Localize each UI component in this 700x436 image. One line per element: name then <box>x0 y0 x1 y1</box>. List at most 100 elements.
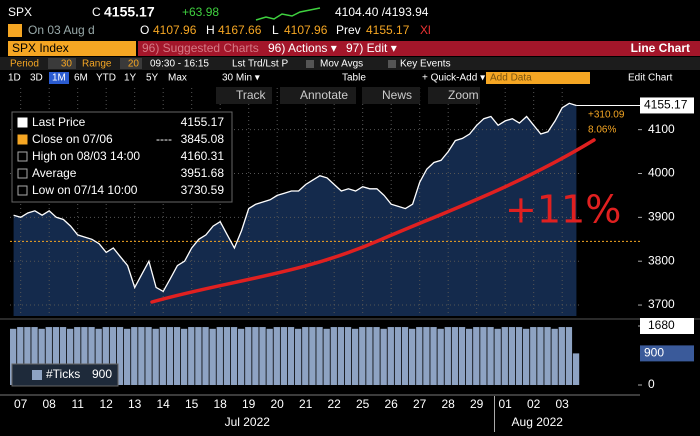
tool-button[interactable] <box>362 87 420 104</box>
last-ticks-label: 900 <box>644 346 664 360</box>
tick-bar <box>373 327 380 385</box>
tick-bar <box>551 328 558 385</box>
security-box[interactable] <box>8 41 136 56</box>
tool-label: Annotate <box>300 88 348 102</box>
period-label: Period <box>10 59 39 70</box>
period-button[interactable]: 1Y <box>124 73 137 84</box>
tick-bar <box>202 327 209 385</box>
quick-add[interactable]: + Quick-Add ▾ <box>422 73 485 84</box>
table[interactable]: Table <box>342 73 366 84</box>
handwritten-note: +11% <box>505 188 621 232</box>
mode[interactable]: Lst Trd/Lst P <box>232 59 288 70</box>
tick-bar <box>181 328 188 385</box>
prev-label: Prev <box>336 23 361 37</box>
tick-bar <box>352 328 359 385</box>
period-button[interactable]: 1M <box>52 73 66 84</box>
range-label: Range <box>82 59 112 70</box>
icon <box>8 24 22 37</box>
last-ticks-box <box>640 345 694 362</box>
x-tick-label: 02 <box>527 397 541 411</box>
tick-bar <box>487 327 494 385</box>
ticks-legend-value: 900 <box>92 367 112 381</box>
menu-actions[interactable]: 96) Actions ▾ <box>268 41 337 55</box>
period-button[interactable]: 1D <box>8 73 21 84</box>
tick-bar <box>81 327 88 385</box>
tools: Track Annotate News Zoom <box>216 87 480 104</box>
tick-bar <box>508 327 516 385</box>
tick-bar <box>423 327 430 385</box>
tick-bar <box>430 327 437 385</box>
period-button[interactable]: 3D <box>30 73 43 84</box>
tick-bar <box>124 328 131 385</box>
interval[interactable]: 30 Min ▾ <box>222 73 260 84</box>
tick-bar <box>444 327 451 385</box>
tick-bar <box>523 328 530 385</box>
key-events[interactable]: Key Events <box>400 59 451 70</box>
date: On 03 Aug d <box>28 23 95 37</box>
tick-bar <box>10 328 17 385</box>
tick-bar <box>458 327 466 385</box>
tool-button[interactable] <box>280 87 356 104</box>
tool-button[interactable] <box>216 87 272 104</box>
x-tick-label: 25 <box>356 397 370 411</box>
period-button[interactable]: YTD <box>96 73 116 84</box>
legend-value: 3730.59 <box>181 183 225 197</box>
last-price-box <box>640 97 694 114</box>
legend-label: Close on 07/06 <box>32 132 113 146</box>
legend-icon <box>17 185 28 196</box>
edit-chart[interactable]: Edit Chart <box>628 73 673 84</box>
last-price: 4155.17 <box>104 4 155 20</box>
y-tick-label: 4100 <box>648 122 675 136</box>
y-tick-label: 0 <box>648 377 655 391</box>
tick-bar <box>501 327 508 385</box>
tick-bar <box>145 327 152 385</box>
tick-bar <box>466 328 473 385</box>
tick-bar <box>544 327 551 385</box>
high-label: H <box>206 23 215 37</box>
x-tick-label: 03 <box>556 397 570 411</box>
legend-icon <box>17 117 28 128</box>
tick-bar <box>295 328 302 385</box>
tick-bar <box>387 327 394 385</box>
add-data-box[interactable] <box>486 72 590 84</box>
x-tick-label: 28 <box>442 397 456 411</box>
close-flag: C <box>92 5 101 19</box>
y-tick-label: 3800 <box>648 253 675 267</box>
x-tick-label: 29 <box>470 397 484 411</box>
checkbox[interactable] <box>388 60 396 68</box>
tick-bar <box>366 327 373 385</box>
tick-bar <box>359 327 366 385</box>
x-tick-label: 07 <box>14 397 28 411</box>
legend-dash: ---- <box>156 132 172 146</box>
tick-bar <box>530 327 537 385</box>
tick-bar <box>344 327 352 385</box>
tick-bar <box>316 327 323 385</box>
tick-bar <box>515 327 523 385</box>
xl: Xl <box>420 23 431 37</box>
menu-suggested[interactable]: 96) Suggested Charts <box>142 41 259 55</box>
tool-button[interactable] <box>428 87 480 104</box>
period: 30 <box>61 59 73 70</box>
range-box[interactable] <box>120 58 142 69</box>
tick-bar <box>280 327 288 385</box>
checkbox[interactable] <box>306 60 314 68</box>
tick-bar <box>380 328 387 385</box>
period-box[interactable] <box>48 58 76 69</box>
tick-bar <box>330 327 337 385</box>
menu-edit[interactable]: 97) Edit ▾ <box>346 41 397 55</box>
tick-bar <box>401 327 409 385</box>
period-button[interactable]: Max <box>168 73 187 84</box>
period-button[interactable]: 6M <box>74 73 88 84</box>
period-button[interactable]: 5Y <box>146 73 159 84</box>
mov-avgs[interactable]: Mov Avgs <box>320 59 363 70</box>
tick-bar <box>480 327 487 385</box>
toolbar: 1D 3D 1M 6M YTD 1Y 5Y Max <box>8 72 187 84</box>
x-tick-label: 26 <box>385 397 399 411</box>
tick-bar <box>138 327 145 385</box>
active-period <box>49 72 69 84</box>
session[interactable]: 09:30 - 16:15 <box>150 59 209 70</box>
tick-bar <box>245 327 252 385</box>
day-range: 4104.40 /4193.94 <box>335 5 429 19</box>
settings-row <box>0 57 700 70</box>
